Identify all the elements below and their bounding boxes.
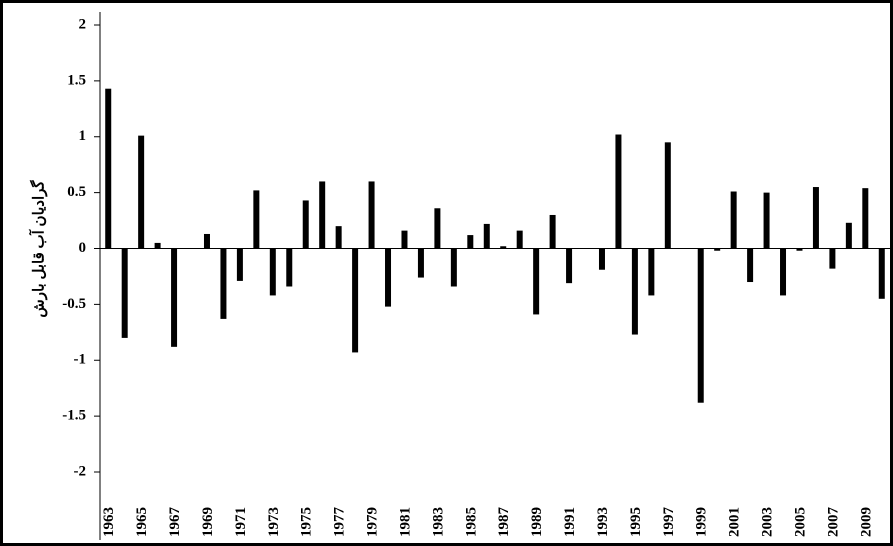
bar	[631, 248, 638, 335]
y-tick-label: 1	[79, 128, 87, 144]
bar	[862, 188, 869, 249]
x-tick-label: 1973	[266, 507, 282, 537]
bar	[516, 230, 523, 249]
y-tick-label: 0.5	[67, 184, 86, 200]
bar	[269, 248, 276, 296]
bar	[352, 248, 359, 353]
bar	[253, 190, 260, 249]
bar	[121, 248, 128, 338]
y-tick-label: -0.5	[62, 296, 86, 312]
x-tick-label: 1975	[299, 507, 315, 537]
bar	[335, 226, 342, 249]
bar	[829, 248, 836, 269]
bar	[483, 223, 490, 249]
bar	[697, 248, 704, 403]
bar	[368, 181, 375, 249]
bar	[302, 200, 309, 249]
bar	[500, 246, 507, 249]
x-tick-label: 1981	[397, 507, 413, 537]
bar	[763, 192, 770, 249]
bar	[648, 248, 655, 296]
bar	[714, 248, 721, 251]
bar	[236, 248, 243, 281]
y-tick-label: -2	[74, 463, 87, 479]
y-tick-label: 1.5	[67, 72, 86, 88]
x-tick-label: 1967	[167, 507, 183, 538]
y-axis-title: گرادیان آب قابل بارش	[28, 180, 47, 318]
x-tick-label: 1985	[463, 507, 479, 537]
x-tick-label: 1995	[628, 507, 644, 537]
bar	[747, 248, 754, 283]
y-tick-label: -1	[74, 352, 87, 368]
bar	[154, 242, 161, 249]
bar	[203, 233, 210, 249]
bar	[664, 142, 671, 249]
y-tick-label: 0	[79, 240, 87, 256]
x-tick-label: 1989	[529, 507, 545, 537]
bar	[220, 248, 227, 319]
bar	[878, 248, 885, 299]
bar	[730, 191, 737, 249]
x-tick-label: 1977	[332, 507, 348, 538]
bar	[566, 248, 573, 284]
bar	[319, 181, 326, 249]
x-tick-label: 1987	[496, 507, 512, 538]
x-tick-label: 1983	[430, 507, 446, 537]
bar	[401, 230, 408, 249]
bar	[286, 248, 293, 287]
x-tick-label: 1963	[101, 507, 117, 537]
x-tick-label: 1993	[595, 507, 611, 537]
x-tick-label: 2007	[825, 507, 841, 538]
bar	[780, 248, 787, 296]
bar	[533, 248, 540, 315]
bar	[549, 214, 556, 249]
x-tick-label: 2009	[858, 507, 874, 537]
bar	[434, 208, 441, 249]
bar	[796, 248, 803, 251]
bar	[138, 135, 145, 249]
x-tick-label: 1979	[365, 507, 381, 537]
bar	[845, 222, 852, 249]
x-tick-label: 2005	[792, 507, 808, 537]
y-tick-label: 2	[79, 16, 87, 32]
x-tick-label: 1991	[562, 507, 578, 537]
bar	[598, 248, 605, 270]
bar	[450, 248, 457, 287]
x-tick-label: 1997	[661, 507, 677, 538]
y-tick-label: -1.5	[62, 408, 86, 424]
x-tick-label: 1969	[200, 507, 216, 537]
bar	[615, 134, 622, 249]
x-tick-label: 1965	[134, 507, 150, 537]
x-tick-label: 2001	[727, 507, 743, 537]
bar	[171, 248, 178, 347]
bar	[105, 88, 112, 249]
bar	[467, 235, 474, 249]
x-tick-label: 1971	[233, 507, 249, 537]
bar	[417, 248, 424, 278]
x-tick-label: 1999	[694, 507, 710, 537]
x-tick-label: 2003	[760, 507, 776, 537]
bar	[385, 248, 392, 307]
bar	[812, 187, 819, 249]
